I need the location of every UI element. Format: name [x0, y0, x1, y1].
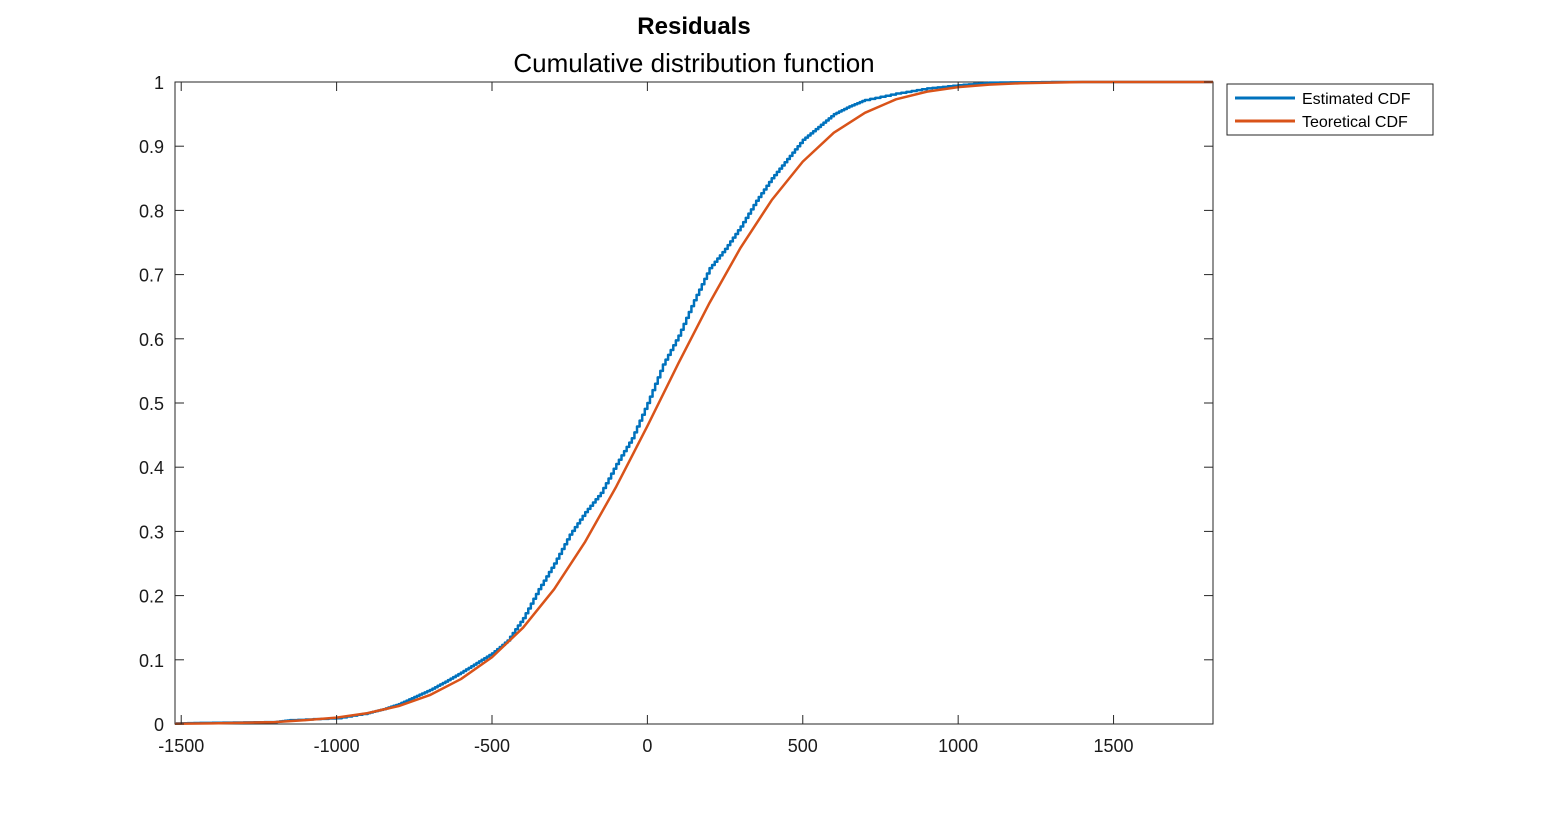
- y-tick-label: 0.4: [139, 458, 164, 478]
- y-tick-label: 0: [154, 715, 164, 735]
- y-tick-label: 0.7: [139, 266, 164, 286]
- x-tick-label: 0: [642, 736, 652, 756]
- ticks-layer: -1500 -1000 -500 0 500 1000 1500 0 0.1 0.2 0.3 0.4 0…: [139, 73, 1213, 756]
- legend: Estimated CDF Teoretical CDF: [1226, 83, 1434, 136]
- x-tick-label: 1500: [1094, 736, 1134, 756]
- x-tick-label: 500: [788, 736, 818, 756]
- y-tick-label: 0.6: [139, 330, 164, 350]
- y-tick-label: 0.8: [139, 201, 164, 221]
- y-tick-label: 0.3: [139, 522, 164, 542]
- x-tick-label: -1500: [158, 736, 204, 756]
- legend-box: [1226, 83, 1434, 136]
- chart-subtitle: Cumulative distribution function: [513, 48, 874, 78]
- x-tick-label: -1000: [314, 736, 360, 756]
- series-layer: [174, 80, 1213, 725]
- plot-area: [174, 81, 1214, 725]
- y-tick-label: 0.9: [139, 137, 164, 157]
- x-tick-label: -500: [474, 736, 510, 756]
- series-line-theoretical-cdf: [174, 80, 1213, 725]
- legend-label-theoretical: Teoretical CDF: [1302, 114, 1408, 131]
- legend-label-estimated: Estimated CDF: [1302, 91, 1411, 108]
- y-tick-label: 1: [154, 73, 164, 93]
- chart-title: Residuals: [637, 13, 750, 40]
- y-tick-label: 0.5: [139, 394, 164, 414]
- y-tick-label: 0.1: [139, 651, 164, 671]
- y-tick-label: 0.2: [139, 587, 164, 607]
- x-tick-label: 1000: [938, 736, 978, 756]
